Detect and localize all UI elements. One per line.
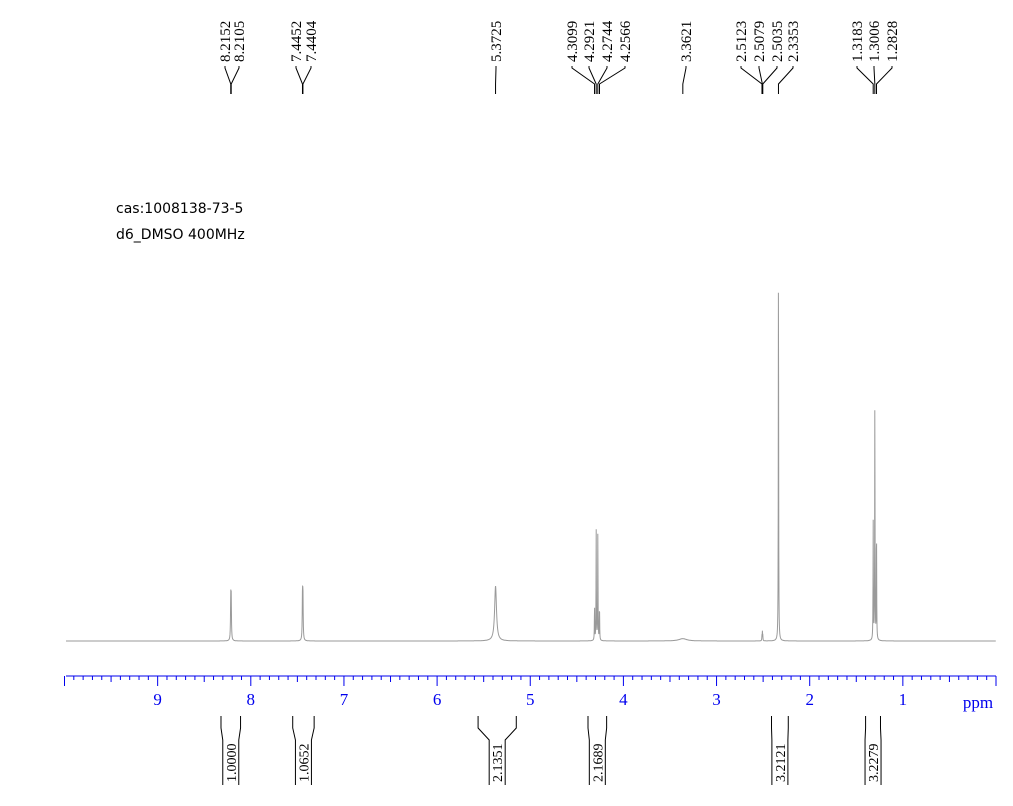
integral-bracket: 3.2279 bbox=[864, 716, 882, 785]
x-tick-label: 7 bbox=[340, 690, 349, 709]
integral-bracket-right bbox=[604, 716, 608, 785]
peak-label-connector bbox=[224, 66, 232, 94]
integral-value: 2.1351 bbox=[491, 744, 506, 783]
peak-label-connector bbox=[777, 66, 794, 94]
integral-bracket-right bbox=[238, 716, 242, 785]
compound-cas-label: cas:1008138-73-5 bbox=[116, 201, 244, 217]
integral-bracket: 3.2121 bbox=[771, 716, 789, 785]
peak-label-connector bbox=[856, 66, 874, 94]
integral-bracket-left bbox=[864, 716, 867, 785]
x-tick-label: 5 bbox=[526, 690, 535, 709]
peak-label: 1.3006 bbox=[867, 20, 883, 62]
peak-label: 4.2921 bbox=[582, 21, 598, 62]
peak-label-connector bbox=[873, 66, 876, 94]
x-tick-label: 1 bbox=[899, 690, 908, 709]
peak-label-connector bbox=[302, 66, 312, 94]
integral-bracket: 1.0000 bbox=[220, 716, 242, 785]
x-tick-label: 8 bbox=[247, 690, 256, 709]
peak-label: 1.2828 bbox=[885, 21, 901, 62]
peak-label: 1.3183 bbox=[850, 21, 866, 62]
x-tick-label: 2 bbox=[805, 690, 814, 709]
peak-label-connector bbox=[295, 66, 303, 94]
peak-label-connector bbox=[876, 66, 893, 94]
peak-label: 2.5035 bbox=[770, 21, 786, 62]
peak-label: 2.3353 bbox=[786, 21, 802, 62]
peak-label: 2.5123 bbox=[734, 21, 750, 62]
integral-bracket-left bbox=[477, 716, 490, 785]
peak-label: 4.2744 bbox=[600, 20, 616, 62]
peak-label: 8.2105 bbox=[232, 21, 248, 62]
peak-label: 8.2152 bbox=[218, 21, 234, 62]
integral-bracket-left bbox=[292, 716, 296, 785]
x-tick-label: 6 bbox=[433, 690, 442, 709]
integral-bracket-right bbox=[879, 716, 882, 785]
x-axis-unit-label: ppm bbox=[963, 693, 993, 712]
peak-label: 7.4452 bbox=[289, 21, 305, 62]
integral-value: 1.0000 bbox=[225, 744, 240, 783]
integral-value: 3.2121 bbox=[774, 744, 789, 783]
integral-value: 3.2279 bbox=[867, 744, 882, 783]
peak-label-connector bbox=[598, 66, 626, 94]
peak-label: 4.3099 bbox=[565, 21, 581, 62]
peak-label-connector bbox=[597, 66, 608, 94]
peak-label: 7.4404 bbox=[304, 20, 320, 62]
peak-label: 5.3725 bbox=[489, 21, 505, 62]
peak-label-connector bbox=[682, 66, 687, 94]
spectrum-trace bbox=[66, 292, 996, 642]
integral-bracket: 2.1351 bbox=[477, 716, 517, 785]
x-tick-label: 4 bbox=[619, 690, 628, 709]
solvent-frequency-label: d6_DMSO 400MHz bbox=[116, 227, 245, 243]
peak-label-connector bbox=[588, 66, 597, 94]
peak-label-connector bbox=[740, 66, 763, 94]
integral-bracket-left bbox=[220, 716, 224, 785]
integral-bracket-right bbox=[310, 716, 315, 785]
integral-bracket: 2.1689 bbox=[587, 716, 608, 785]
peak-label: 3.3621 bbox=[679, 21, 695, 62]
peak-label-connector bbox=[230, 66, 240, 94]
integral-value: 2.1689 bbox=[591, 744, 606, 783]
integral-value: 1.0652 bbox=[297, 744, 312, 783]
integral-bracket: 1.0652 bbox=[292, 716, 315, 785]
peak-label-connector bbox=[762, 66, 778, 94]
x-tick-label: 9 bbox=[153, 690, 162, 709]
integral-bracket-right bbox=[504, 716, 517, 785]
peak-label: 4.2566 bbox=[618, 20, 634, 62]
peak-label-connector bbox=[571, 66, 596, 94]
peak-label: 2.5079 bbox=[752, 21, 768, 62]
x-tick-label: 3 bbox=[712, 690, 721, 709]
integral-bracket-left bbox=[587, 716, 590, 785]
